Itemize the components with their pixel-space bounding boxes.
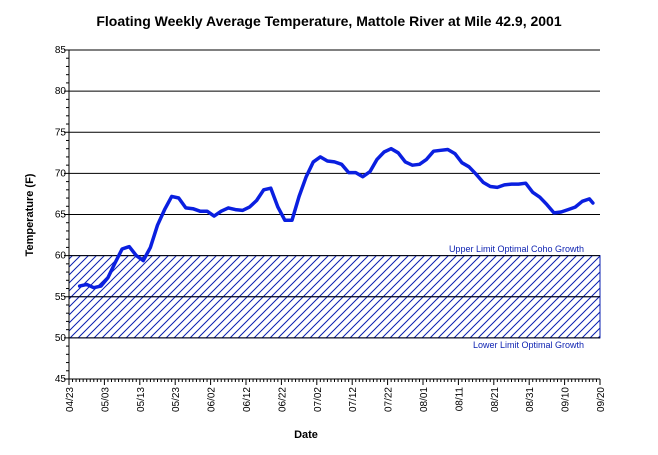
x-tick-label: 08/31 xyxy=(525,387,536,412)
x-tick-label: 06/22 xyxy=(277,387,288,412)
x-tick-label: 09/20 xyxy=(596,387,607,412)
x-tick-label: 07/22 xyxy=(384,387,395,412)
y-tick-label: 70 xyxy=(55,168,67,179)
x-tick-label: 07/12 xyxy=(348,387,359,412)
y-tick-label: 85 xyxy=(55,45,67,56)
x-tick-label: 04/23 xyxy=(65,387,76,412)
x-axis-label: Date xyxy=(294,429,318,441)
lower-limit-label: Lower Limit Optimal Growth xyxy=(473,340,584,350)
x-tick-label: 08/21 xyxy=(490,387,501,412)
chart-title: Floating Weekly Average Temperature, Mat… xyxy=(96,13,562,29)
temperature-line xyxy=(77,146,595,290)
x-tick-label: 09/10 xyxy=(561,387,572,412)
x-tick-label: 06/12 xyxy=(242,387,253,412)
upper-limit-label: Upper Limit Optimal Coho Growth xyxy=(449,244,584,254)
x-tick-label: 06/02 xyxy=(207,387,218,412)
y-tick-label: 45 xyxy=(55,374,67,385)
y-tick-label: 65 xyxy=(55,210,67,221)
y-axis-label: Temperature (F) xyxy=(24,173,36,256)
x-tick-label: 08/11 xyxy=(454,387,465,412)
grid xyxy=(69,49,600,339)
x-tick-label: 05/23 xyxy=(171,387,182,412)
y-tick-label: 75 xyxy=(55,127,67,138)
y-tick-label: 60 xyxy=(55,251,67,262)
x-tick-label: 05/03 xyxy=(100,387,111,412)
y-tick-label: 50 xyxy=(55,333,67,344)
x-tick-label: 07/02 xyxy=(313,387,324,412)
axes: 45 50 55 60 65 70 75 80 85 04/23 05/03 05/13 05/23 06… xyxy=(55,45,607,412)
x-tick-label: 08/01 xyxy=(419,387,430,412)
y-tick-label: 80 xyxy=(55,86,67,97)
series xyxy=(77,146,595,290)
x-tick-label: 05/13 xyxy=(136,387,147,412)
y-tick-label: 55 xyxy=(55,292,67,303)
